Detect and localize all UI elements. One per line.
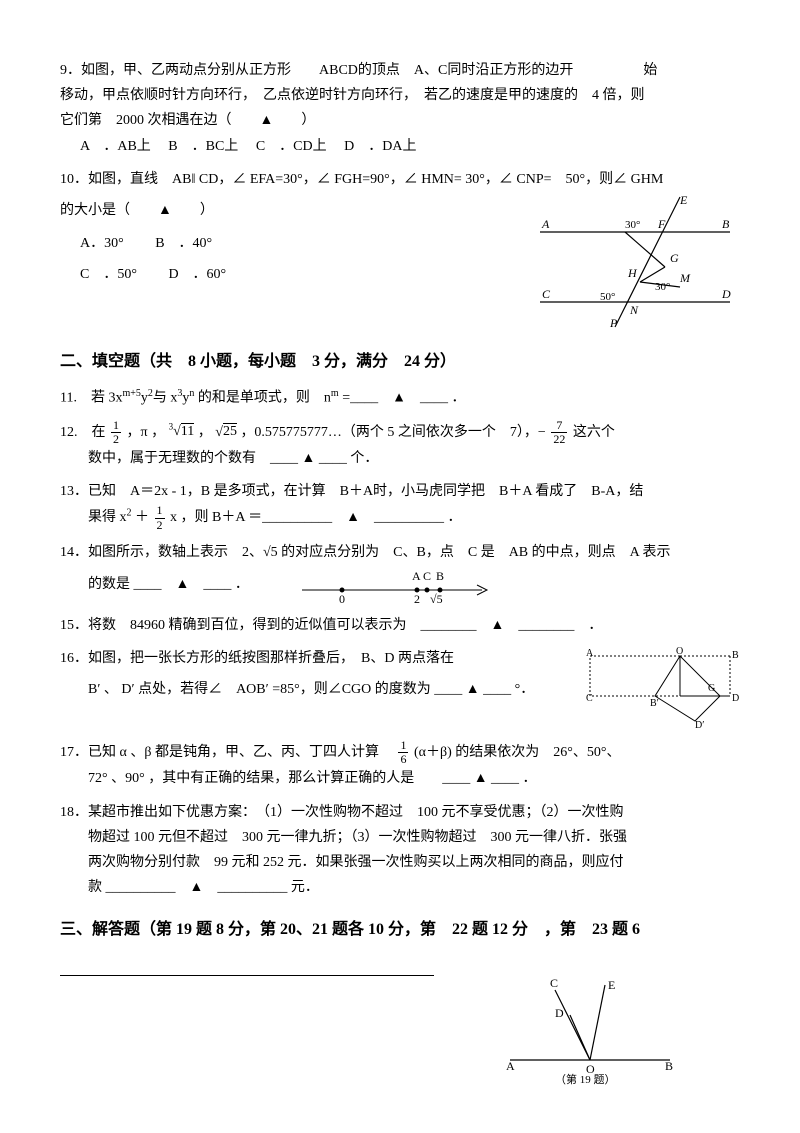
svg-text:A: A: [586, 648, 594, 659]
svg-text:O: O: [676, 646, 683, 657]
svg-text:D: D: [732, 693, 739, 704]
svg-text:B: B: [732, 650, 739, 661]
q10-label-f: F: [657, 217, 666, 231]
q9-line3: 它们第 2000 次相遇在边（ ▲ ）: [60, 108, 740, 133]
question-15: 15．将数 84960 精确到百位，得到的近似值可以表示为 ________ ▲…: [60, 613, 740, 638]
q10-label-p: P: [609, 316, 618, 330]
q10-label-c: C: [542, 287, 551, 301]
svg-text:A: A: [412, 569, 421, 583]
fraction-icon: 12: [111, 419, 121, 446]
q10-figure: A B C D E F G H M N P 30° 30° 50°: [530, 192, 740, 332]
q9-opt-c: C ．CD上: [256, 139, 327, 154]
svg-text:2: 2: [414, 592, 420, 605]
q9-opt-a: A ．AB上: [80, 139, 151, 154]
question-9: 9．如图，甲、乙两动点分别从正方形 ABCD的顶点 A、C同时沿正方形的边开 始…: [60, 58, 740, 159]
fraction-icon: 722: [551, 419, 567, 446]
question-17: 17．已知 α 、β 都是钝角，甲、乙、丙、丁四人计算 16 (α＋β) 的结果…: [60, 739, 740, 792]
svg-text:B: B: [436, 569, 444, 583]
fraction-icon: 12: [155, 504, 165, 531]
q9-opt-b: B ．BC上: [168, 139, 238, 154]
q9-opt-d: D ．DA上: [344, 139, 416, 154]
svg-text:C: C: [586, 693, 593, 704]
q10-opt-b: B ．40°: [155, 236, 212, 251]
q10-opt-d: D ．60°: [168, 267, 226, 282]
fraction-icon: 16: [398, 739, 408, 766]
q10-label-b: B: [722, 217, 730, 231]
svg-text:A: A: [506, 1059, 515, 1073]
question-11: 11. 若 3xm+5y2与 x3yn 的和是单项式，则 nm =____ ▲ …: [60, 385, 740, 411]
q19-figure-wrap: A B C D E O （第 19 题）: [60, 975, 740, 1085]
q14-figure: A C B 0 2 √5: [292, 565, 492, 605]
q10-label-h: H: [627, 266, 638, 280]
svg-text:D′: D′: [695, 720, 704, 731]
question-13: 13．已知 A＝2x - 1，B 是多项式，在计算 B＋A时，小马虎同学把 B＋…: [60, 479, 740, 532]
cuberoot-icon: 3√11: [169, 424, 195, 439]
q9-options: A ．AB上 B ．BC上 C ．CD上 D ．DA上: [60, 134, 740, 159]
svg-text:D: D: [555, 1006, 564, 1020]
svg-text:G: G: [708, 683, 715, 694]
sqrt-icon: √25: [215, 423, 237, 439]
q16-figure: A O B C B′ G D D′: [580, 646, 740, 731]
svg-text:B: B: [665, 1059, 673, 1073]
q9-line1: 9．如图，甲、乙两动点分别从正方形 ABCD的顶点 A、C同时沿正方形的边开 始: [60, 58, 740, 83]
q10-label-m: M: [679, 271, 691, 285]
q10-ang50: 50°: [600, 291, 615, 303]
q19-figure: A B C D E O （第 19 题）: [500, 975, 680, 1085]
q10-label-d: D: [721, 287, 731, 301]
question-14: 14．如图所示，数轴上表示 2、√5 的对应点分别为 C、B，点 C 是 AB …: [60, 540, 740, 605]
q10-label-g: G: [670, 251, 679, 265]
question-12: 12. 在 12 ，π ， 3√11 ， √25 ，0.575775777…（两…: [60, 419, 740, 472]
svg-text:C: C: [423, 569, 431, 583]
svg-text:E: E: [608, 978, 615, 992]
q10-ang30a: 30°: [625, 219, 640, 231]
footer-line: [60, 975, 434, 976]
svg-text:0: 0: [339, 592, 345, 605]
q10-line1: 10．如图，直线 AB‖ CD，∠ EFA=30°，∠ FGH=90°，∠ HM…: [60, 167, 740, 192]
q10-opt-a: A．30°: [80, 236, 124, 251]
svg-text:（第 19 题）: （第 19 题）: [555, 1072, 616, 1085]
q10-ang30b: 30°: [655, 281, 670, 293]
question-18: 18．某超市推出如下优惠方案： （1）一次性购物不超过 100 元不享受优惠；（…: [60, 800, 740, 901]
q10-label-n: N: [629, 303, 639, 317]
q10-label-a: A: [541, 217, 550, 231]
svg-text:B′: B′: [650, 698, 659, 709]
q9-line2: 移动，甲点依顺时针方向环行， 乙点依逆时针方向环行， 若乙的速度是甲的速度的 4…: [60, 83, 740, 108]
section-3-title: 三、解答题（第 19 题 8 分，第 20、21 题各 10 分，第 22 题 …: [60, 916, 740, 945]
q10-opt-c: C ．50°: [80, 267, 137, 282]
svg-text:C: C: [550, 976, 558, 990]
question-10: 10．如图，直线 AB‖ CD，∠ EFA=30°，∠ FGH=90°，∠ HM…: [60, 167, 740, 332]
section-2-title: 二、填空题（共 8 小题，每小题 3 分，满分 24 分）: [60, 348, 740, 377]
q10-label-e: E: [679, 193, 688, 207]
question-16: A O B C B′ G D D′ 16．如图，把一张长方形的纸按图那样折叠后，…: [60, 646, 740, 731]
svg-text:√5: √5: [430, 592, 443, 605]
